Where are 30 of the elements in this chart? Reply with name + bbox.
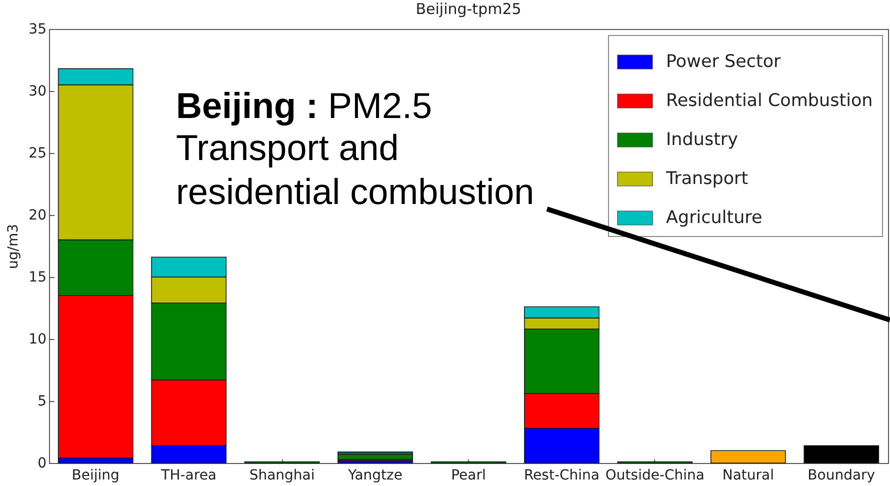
x-tick-label: Rest-China <box>524 468 600 484</box>
x-tick-label: Pearl <box>451 468 486 484</box>
chart-title: Beijing-tpm25 <box>416 0 522 18</box>
annotation: Beijing : <box>176 85 318 126</box>
y-tick-label: 25 <box>28 146 46 162</box>
legend-label: Agriculture <box>666 208 762 228</box>
x-tick-label: Beijing <box>72 468 120 484</box>
annotation: PM2.5 <box>328 85 432 126</box>
y-tick-label: 20 <box>28 208 46 224</box>
y-tick-label: 30 <box>28 84 46 100</box>
x-tick-label: TH-area <box>160 468 217 484</box>
x-tick-label: Yangtze <box>347 468 402 484</box>
annotation: residential combustion <box>176 171 534 212</box>
x-tick-label: Natural <box>722 468 774 484</box>
y-tick-label: 35 <box>28 22 46 38</box>
x-tick-label: Boundary <box>808 468 876 484</box>
legend-label: Industry <box>666 130 738 150</box>
bar <box>804 445 880 464</box>
y-tick-label: 10 <box>28 332 46 348</box>
x-tick-label: Shanghai <box>249 468 315 484</box>
bar <box>710 450 786 464</box>
y-tick-label: 5 <box>38 394 46 410</box>
x-tick-label: Outside-China <box>605 468 704 484</box>
annotation: Transport and <box>176 127 399 168</box>
y-tick-label: 15 <box>28 270 46 286</box>
y-tick-label: 0 <box>38 456 46 472</box>
legend-label: Transport <box>665 169 748 189</box>
y-axis-title: ug/m3 <box>6 224 22 270</box>
legend-label: Residential Combustion <box>666 91 873 111</box>
legend-label: Power Sector <box>666 52 782 72</box>
